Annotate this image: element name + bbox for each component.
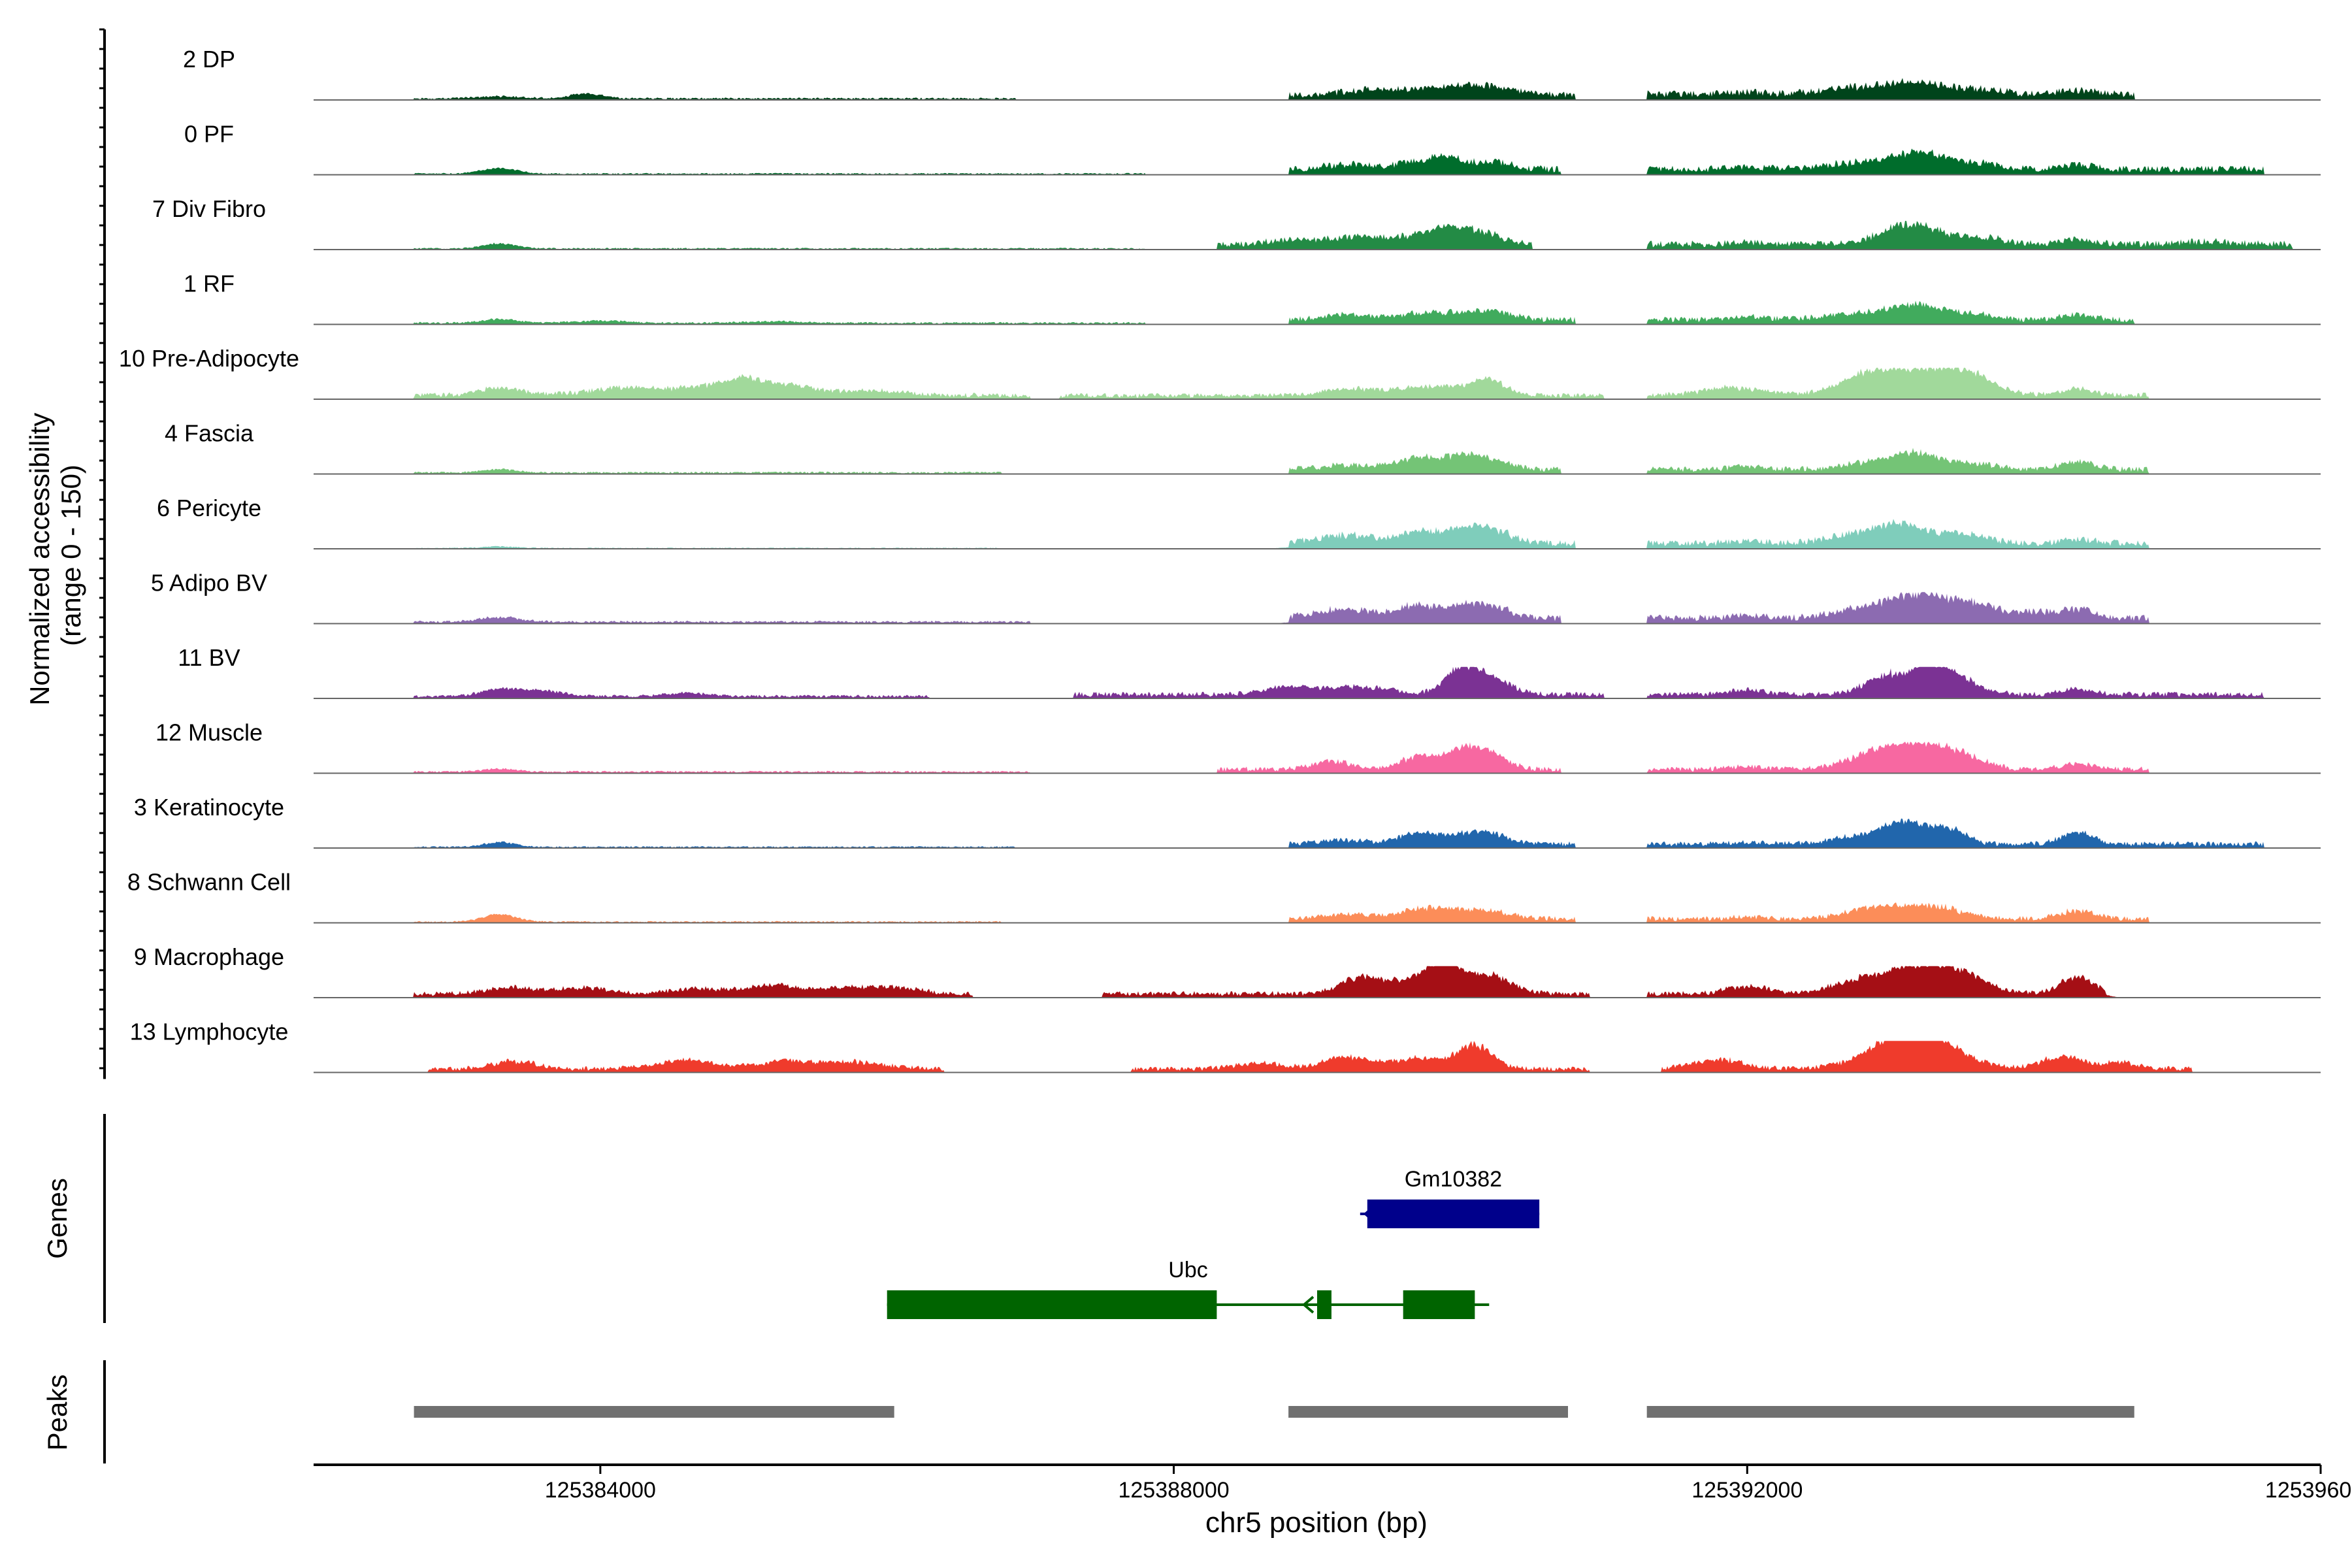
track-10: 12 Muscle [155, 719, 2321, 774]
gene-name: Gm10382 [1405, 1167, 1502, 1192]
x-axis-title: chr5 position (bp) [1205, 1507, 1428, 1539]
track-label: 6 Pericyte [157, 495, 261, 521]
track-label: 10 Pre-Adipocyte [119, 345, 299, 372]
genes-track: Gm10382 Ubc [103, 1114, 1540, 1323]
x-tick-label: 125388000 [1118, 1478, 1229, 1503]
track-9: 11 BV [178, 644, 2321, 699]
track-label: 13 Lymphocyte [130, 1019, 289, 1045]
track-label: 5 Adipo BV [151, 570, 267, 596]
track-label: 9 Macrophage [134, 943, 284, 970]
y-axis-title: Normalized accessibility (range 0 - 150) [24, 405, 86, 706]
track-label: 12 Muscle [155, 719, 263, 746]
peaks-track-label: Peaks [42, 1375, 73, 1451]
strand-arrow-icon [1301, 1296, 1315, 1314]
track-13: 9 Macrophage [134, 943, 2321, 998]
coverage-area [314, 592, 2321, 624]
coverage-area [314, 742, 2321, 774]
track-3: 7 Div Fibro [152, 195, 2321, 250]
coverage-area [314, 902, 2321, 923]
track-2: 0 PF [184, 121, 2321, 176]
peak-region-bar [1646, 1406, 2134, 1418]
track-7: 6 Pericyte [157, 495, 2321, 549]
coverage-tracks: 2 DP 0 PF 7 Div Fibro 1 RF 10 Pre-Adipocyte 4… [119, 46, 2321, 1073]
track-label: 4 Fascia [165, 420, 254, 447]
gene-exon [1367, 1200, 1540, 1228]
coverage-area [314, 367, 2321, 399]
coverage-area [314, 1041, 2321, 1073]
track-12: 8 Schwann Cell [127, 869, 2321, 924]
y-axis-title-line2: (range 0 - 150) [56, 465, 86, 646]
gene-exon [1317, 1290, 1331, 1319]
peaks-track [103, 1360, 2134, 1463]
track-label: 3 Keratinocyte [134, 794, 284, 821]
gene-name: Ubc [1168, 1258, 1207, 1282]
gene-exon [1403, 1290, 1475, 1319]
track-5: 10 Pre-Adipocyte [119, 345, 2321, 400]
x-axis: 125384000 125388000 125392000 125396000 [314, 1463, 2352, 1503]
track-4: 1 RF [184, 270, 2321, 325]
track-label: 1 RF [184, 270, 235, 297]
peak-region-bar [414, 1406, 894, 1418]
coverage-area [314, 301, 2321, 325]
track-6: 4 Fascia [165, 420, 2321, 475]
track-label: 11 BV [178, 644, 240, 671]
track-label: 8 Schwann Cell [127, 869, 291, 896]
gene-Ubc: Ubc [887, 1258, 1490, 1319]
track-11: 3 Keratinocyte [134, 794, 2321, 849]
x-tick-label: 125384000 [545, 1478, 656, 1503]
track-label: 2 DP [183, 46, 235, 73]
gene-Gm10382: Gm10382 [1360, 1167, 1540, 1228]
x-tick-label: 125392000 [1691, 1478, 1803, 1503]
coverage-area [314, 818, 2321, 848]
y-axis-title-line1: Normalized accessibility [24, 413, 55, 706]
genes-track-label: Genes [42, 1178, 73, 1259]
coverage-area [314, 221, 2321, 250]
coverage-area [314, 966, 2321, 998]
coverage-area [314, 666, 2321, 698]
gene-exon [887, 1290, 1217, 1319]
y-axis [99, 28, 106, 1079]
track-1: 2 DP [183, 46, 2321, 101]
coverage-area [314, 519, 2321, 549]
coverage-area [314, 148, 2321, 175]
track-label: 0 PF [184, 121, 234, 148]
coverage-area [314, 78, 2321, 100]
track-8: 5 Adipo BV [151, 570, 2321, 625]
track-label: 7 Div Fibro [152, 195, 266, 222]
coverage-area [314, 448, 2321, 474]
track-14: 13 Lymphocyte [130, 1019, 2321, 1073]
x-tick-label: 125396000 [2265, 1478, 2352, 1503]
peak-region-bar [1288, 1406, 1568, 1418]
